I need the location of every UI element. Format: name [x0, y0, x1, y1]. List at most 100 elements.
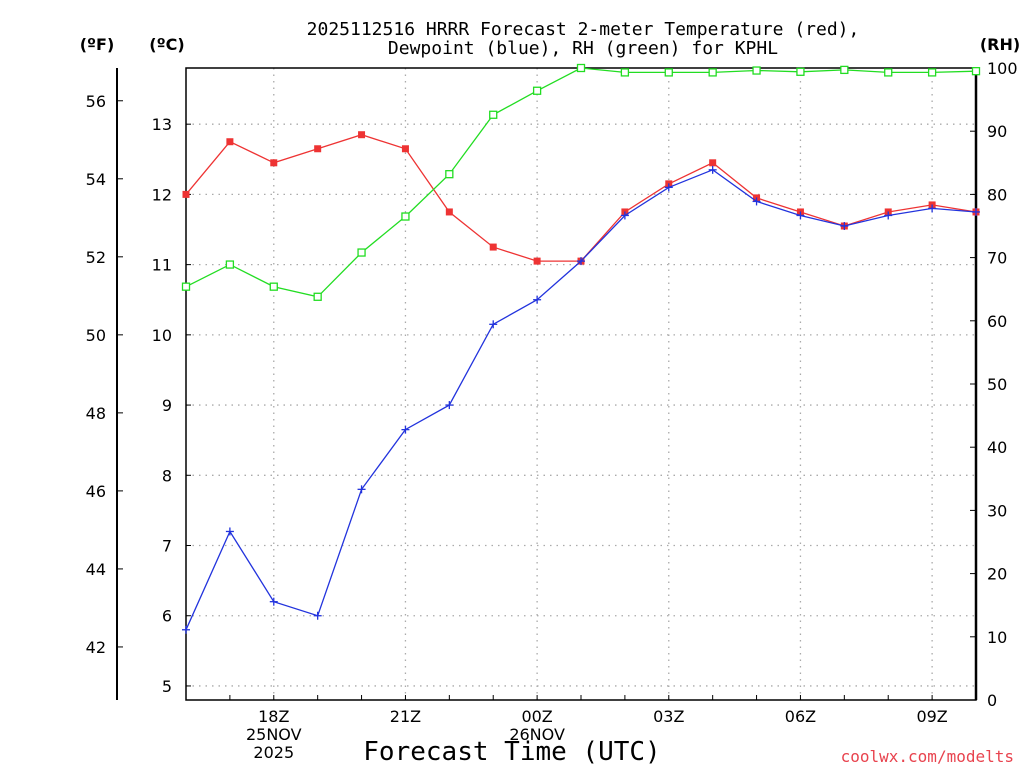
x-tick-label: 03Z [653, 707, 684, 726]
celsius-tick-label: 13 [152, 115, 172, 134]
data-point [972, 207, 980, 216]
fahrenheit-tick-label: 52 [86, 248, 106, 267]
data-point [709, 159, 717, 167]
data-point [358, 131, 366, 139]
fahrenheit-tick-label: 56 [86, 92, 106, 111]
x-tick-label: 06Z [785, 707, 816, 726]
data-point [971, 67, 981, 76]
x-tick-label: 18Z [258, 707, 289, 726]
data-point [357, 485, 366, 494]
data-point [489, 320, 498, 329]
celsius-tick-label: 10 [152, 326, 172, 345]
credit-link[interactable]: coolwx.com/modelts [841, 747, 1014, 766]
x-tick-label: 2025 [253, 743, 294, 762]
data-point [401, 212, 410, 221]
data-point [532, 86, 542, 95]
rh-tick-label: 70 [987, 249, 1007, 268]
data-point [445, 208, 453, 216]
x-tick-label: 26NOV [509, 725, 565, 744]
data-point [445, 401, 454, 410]
title-line-1: 2025112516 HRRR Forecast 2-meter Tempera… [307, 19, 860, 40]
data-point [225, 527, 234, 536]
data-point [401, 425, 410, 434]
data-point [533, 257, 541, 265]
fahrenheit-tick-label: 46 [86, 482, 106, 501]
fahrenheit-tick-label: 42 [86, 638, 106, 657]
rh-tick-label: 20 [987, 565, 1007, 584]
plot-frame [185, 67, 977, 701]
data-point [708, 68, 717, 77]
data-point [576, 63, 586, 73]
rh-tick-label: 0 [987, 691, 997, 710]
data-point [182, 190, 190, 198]
series-line [185, 134, 977, 262]
x-tick-label: 25NOV [246, 725, 302, 744]
data-point [577, 257, 585, 266]
rh-tick-label: 10 [987, 628, 1007, 647]
fahrenheit-unit-label: (ºF) [80, 35, 115, 54]
rh-tick-label: 80 [987, 185, 1007, 204]
data-point [445, 170, 454, 179]
x-tick-label: 00Z [521, 707, 552, 726]
fahrenheit-tick-label: 54 [86, 170, 106, 189]
rh-unit-label: (RH) [980, 35, 1020, 54]
data-point [225, 260, 235, 269]
series-line [185, 169, 977, 631]
data-point [313, 611, 322, 620]
data-point [533, 295, 542, 304]
data-point [884, 68, 893, 77]
rh-tick-label: 100 [987, 59, 1018, 78]
celsius-tick-label: 7 [162, 537, 172, 556]
data-point [401, 145, 409, 153]
celsius-tick-label: 9 [162, 396, 172, 415]
rh-tick-label: 60 [987, 312, 1007, 331]
series-layer [181, 63, 981, 634]
data-point [182, 625, 190, 634]
gridlines [186, 68, 976, 700]
title-line-2: Dewpoint (blue), RH (green) for KPHL [388, 38, 778, 59]
data-point [313, 292, 322, 301]
data-point [620, 211, 629, 220]
x-tick-label: 09Z [916, 707, 947, 726]
series-dewpoint [182, 165, 980, 634]
data-point [884, 211, 893, 220]
data-point [796, 211, 805, 220]
celsius-tick-label: 11 [152, 256, 172, 275]
data-point [357, 248, 366, 257]
data-point [489, 243, 497, 251]
celsius-tick-label: 6 [162, 607, 172, 626]
data-point [314, 145, 322, 153]
rh-tick-label: 40 [987, 438, 1007, 457]
fahrenheit-tick-label: 48 [86, 404, 106, 423]
fahrenheit-tick-label: 44 [86, 560, 106, 579]
data-point [927, 68, 937, 77]
chart-title: 2025112516 HRRR Forecast 2-meter Tempera… [307, 19, 860, 59]
data-point [270, 159, 278, 167]
celsius-unit-label: (ºC) [149, 35, 184, 54]
data-point [708, 165, 717, 174]
rh-tick-label: 30 [987, 501, 1007, 520]
celsius-tick-label: 8 [162, 466, 172, 485]
x-axis-label: Forecast Time (UTC) [363, 737, 660, 767]
data-point [752, 197, 761, 206]
data-point [796, 67, 805, 76]
data-point [489, 110, 498, 119]
data-point [226, 138, 234, 146]
celsius-tick-label: 12 [152, 185, 172, 204]
data-point [181, 282, 191, 291]
rh-tick-label: 50 [987, 375, 1007, 394]
data-point [269, 597, 278, 606]
data-point [269, 282, 278, 291]
data-point [840, 65, 849, 75]
data-point [752, 66, 761, 75]
series-temperature [182, 131, 980, 265]
axes: 5678910111213424446485052545601020304050… [86, 59, 1018, 710]
data-point [928, 204, 937, 213]
data-point [664, 68, 673, 77]
data-point [664, 183, 673, 192]
data-point [840, 222, 849, 230]
data-point [620, 68, 630, 77]
x-tick-label: 21Z [390, 707, 421, 726]
